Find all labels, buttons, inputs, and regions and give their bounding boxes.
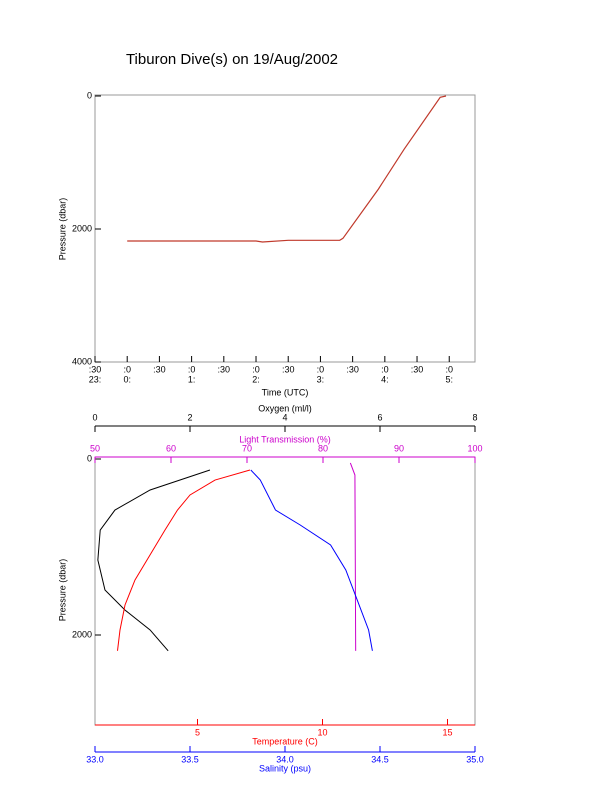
x-axis-title: Salinity (psu)	[259, 763, 311, 773]
x-tick-label: 23:	[89, 374, 102, 384]
x-tick-label: 90	[394, 443, 404, 453]
x-tick-label: 0:	[123, 374, 131, 384]
x-tick-label: 10	[317, 727, 327, 737]
x-tick-label: 0	[92, 412, 97, 422]
x-tick-label: 34.5	[371, 754, 389, 764]
profile-line	[117, 469, 251, 651]
x-tick-label: 3:	[317, 374, 325, 384]
x-tick-label: 2:	[252, 374, 260, 384]
chart-title: Tiburon Dive(s) on 19/Aug/2002	[126, 51, 338, 68]
x-tick-label: 15	[442, 727, 452, 737]
x-tick-label: 35.0	[466, 754, 484, 764]
x-tick-label: 1:	[188, 374, 196, 384]
x-tick-label: 4:	[381, 374, 389, 384]
data-line	[127, 95, 447, 243]
y-tick-label: 4000	[72, 356, 92, 366]
y-tick-label: 0	[87, 453, 92, 463]
x-tick-label: 33.0	[86, 754, 104, 764]
x-tick-label: :0	[252, 364, 260, 374]
x-tick-label: 100	[467, 443, 482, 453]
x-tick-label: :0	[188, 364, 196, 374]
plot-frame	[94, 94, 476, 363]
x-axis-title: Light Transmission (%)	[239, 434, 331, 444]
x-tick-label: :0	[381, 364, 389, 374]
y-tick-label: 2000	[72, 629, 92, 639]
x-tick-label: 50	[90, 443, 100, 453]
x-tick-label: :30	[89, 364, 102, 374]
x-tick-label: 2	[187, 412, 192, 422]
x-tick-label: :30	[218, 364, 231, 374]
x-tick-label: :0	[123, 364, 131, 374]
x-tick-label: :30	[282, 364, 295, 374]
profile-line	[349, 462, 357, 651]
x-tick-label: 5	[195, 727, 200, 737]
profile-line	[97, 469, 211, 652]
x-tick-label: :0	[317, 364, 325, 374]
x-axis-title: Oxygen (ml/l)	[258, 403, 312, 413]
y-axis-title: Pressure (dbar)	[57, 559, 67, 622]
x-tick-label: :30	[411, 364, 424, 374]
x-tick-label: 4	[282, 412, 287, 422]
plot-frame	[94, 456, 476, 726]
x-tick-label: :0	[445, 364, 453, 374]
x-tick-label: 5:	[445, 374, 453, 384]
y-axis-title: Pressure (dbar)	[57, 198, 67, 261]
x-tick-label: 80	[318, 443, 328, 453]
y-tick-label: 0	[87, 90, 92, 100]
x-tick-label: 33.5	[181, 754, 199, 764]
y-tick-label: 2000	[72, 223, 92, 233]
x-tick-label: 60	[166, 443, 176, 453]
x-axis-title: Temperature (C)	[252, 736, 318, 746]
x-tick-label: 6	[377, 412, 382, 422]
profile-line	[250, 469, 373, 651]
x-tick-label: 70	[242, 443, 252, 453]
x-axis-title: Time (UTC)	[262, 387, 309, 397]
x-tick-label: :30	[153, 364, 166, 374]
x-tick-label: 8	[472, 412, 477, 422]
x-tick-label: :30	[346, 364, 359, 374]
x-tick-label: 34.0	[276, 754, 294, 764]
